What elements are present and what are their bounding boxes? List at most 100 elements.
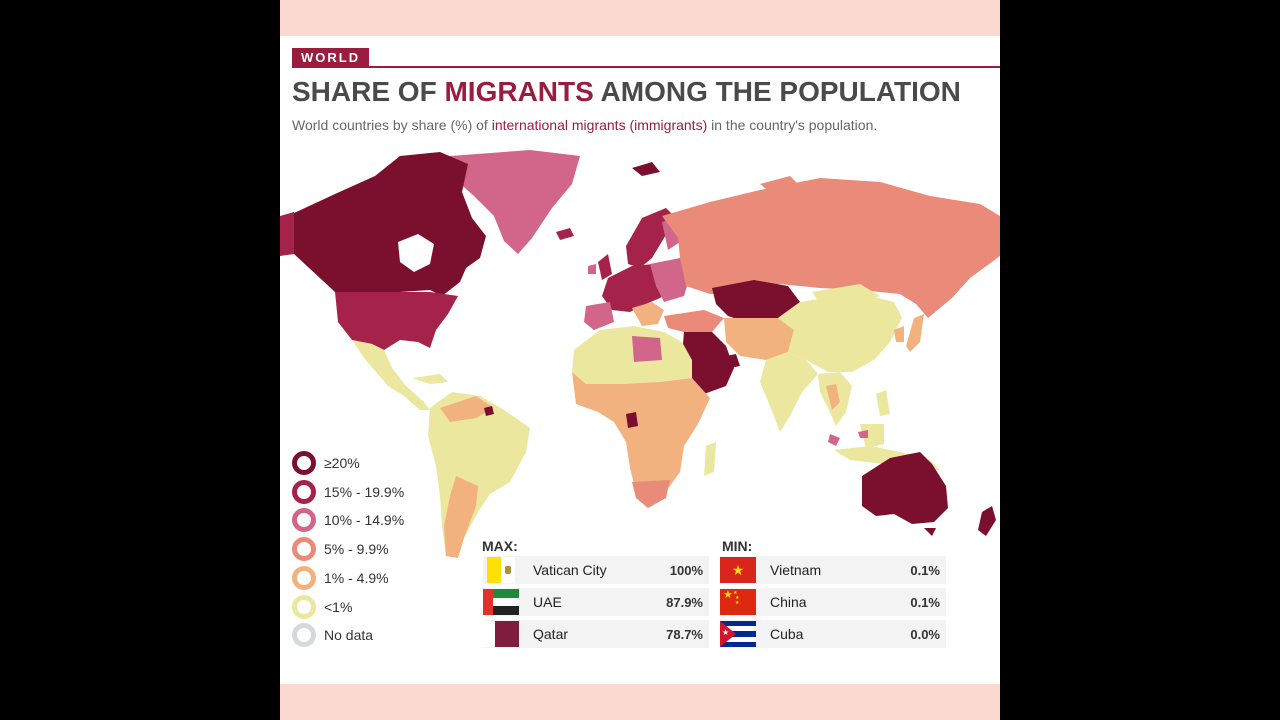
map-india	[760, 352, 818, 432]
map-mexico	[352, 340, 430, 410]
country-value: 0.1%	[910, 594, 940, 610]
country-name: Cuba	[770, 626, 804, 642]
map-cuba	[412, 374, 448, 384]
map-north-africa	[572, 326, 692, 384]
max-row: Vatican City 100%	[483, 556, 709, 584]
map-arctic-islands	[760, 176, 800, 192]
country-name: Vatican City	[533, 562, 607, 578]
cuba-flag-icon: ★	[720, 621, 756, 647]
map-south-africa	[632, 480, 670, 508]
map-borneo	[860, 424, 884, 448]
subtitle-highlight: international migrants (immigrants)	[491, 117, 708, 133]
legend-label: 1% - 4.9%	[324, 569, 389, 586]
map-philippines	[876, 390, 890, 416]
legend-label: No data	[324, 627, 374, 644]
map-thailand	[826, 384, 840, 410]
header-rule	[292, 66, 1000, 68]
vatican-flag-icon	[483, 557, 519, 583]
map-sub-saharan-africa	[572, 372, 710, 508]
map-greenland	[450, 150, 580, 254]
legend-swatch-icon	[292, 565, 316, 590]
vietnam-flag-icon: ★	[720, 557, 756, 583]
legend-label: ≥20%	[324, 455, 360, 471]
country-value: 0.0%	[910, 626, 940, 642]
min-heading: MIN:	[722, 538, 753, 554]
country-value: 78.7%	[666, 626, 703, 642]
legend-item: <1%	[292, 594, 353, 619]
legend-item: 15% - 19.9%	[292, 479, 405, 504]
map-iberia	[584, 302, 614, 330]
map-balkans	[632, 302, 664, 326]
map-uk	[598, 254, 612, 280]
map-turkey	[664, 310, 724, 332]
map-hudson-bay	[398, 234, 434, 272]
map-korea	[894, 326, 904, 342]
legend-item: ≥20%	[292, 451, 360, 475]
max-row: Qatar 78.7%	[483, 620, 709, 648]
legend-item: 10% - 14.9%	[292, 508, 405, 533]
min-row: ★ Vietnam 0.1%	[720, 556, 946, 584]
map-new-zealand	[978, 506, 996, 536]
title-highlight: MIGRANTS	[444, 76, 594, 107]
legend-item: 5% - 9.9%	[292, 537, 389, 562]
map-libya	[632, 336, 662, 362]
world-map	[280, 150, 1000, 558]
map-alaska	[280, 212, 294, 256]
legend-label: 15% - 19.9%	[324, 483, 405, 500]
legend-swatch-icon	[292, 451, 316, 475]
page-title: SHARE OF MIGRANTS AMONG THE POPULATION	[292, 76, 961, 108]
legend-label: 10% - 14.9%	[324, 512, 405, 529]
max-row: UAE 87.9%	[483, 588, 709, 616]
legend-item: 1% - 4.9%	[292, 565, 389, 590]
legend-swatch-icon	[292, 594, 316, 619]
map-canada	[292, 152, 486, 296]
title-part-1: SHARE OF	[292, 76, 445, 107]
country-value: 100%	[669, 562, 703, 578]
title-part-2: AMONG THE POPULATION	[593, 76, 961, 107]
infographic-card: WORLD SHARE OF MIGRANTS AMONG THE POPULA…	[280, 36, 1000, 684]
map-madagascar	[704, 442, 716, 476]
map-svalbard	[632, 162, 660, 176]
page-subtitle: World countries by share (%) of internat…	[292, 117, 877, 133]
qatar-flag-icon	[483, 621, 519, 647]
map-australia	[862, 452, 948, 524]
subtitle-part-2: in the country's population.	[707, 117, 878, 133]
country-name: Qatar	[533, 626, 569, 642]
map-malaysia	[828, 434, 840, 446]
map-brunei-area	[858, 430, 868, 438]
legend-swatch-icon	[292, 479, 316, 504]
legend-label: <1%	[324, 598, 353, 615]
china-flag-icon: ★ ★ ★ ★	[720, 589, 756, 615]
country-name: UAE	[533, 594, 562, 610]
country-name: Vietnam	[770, 562, 822, 578]
map-japan	[906, 314, 924, 352]
legend-swatch-icon	[292, 508, 316, 533]
map-usa	[335, 292, 458, 350]
min-row: ★ Cuba 0.0%	[720, 620, 946, 648]
map-french-guiana	[484, 406, 494, 416]
uae-flag-icon	[483, 589, 519, 615]
legend-swatch-icon	[292, 537, 316, 562]
map-arabia	[682, 332, 734, 394]
legend-label: 5% - 9.9%	[324, 541, 389, 558]
map-venezuela-guyana	[440, 396, 494, 422]
map-gabon	[626, 412, 638, 428]
subtitle-part-1: World countries by share (%) of	[292, 117, 492, 133]
country-value: 87.9%	[666, 594, 703, 610]
map-argentina-chile	[444, 476, 478, 558]
map-tasmania	[924, 528, 936, 536]
map-central-asia	[724, 318, 794, 360]
map-uae-qatar	[726, 354, 740, 368]
max-heading: MAX:	[482, 538, 518, 554]
country-value: 0.1%	[910, 562, 940, 578]
legend-swatch-icon	[292, 623, 316, 648]
map-south-america	[428, 392, 530, 558]
map-china	[778, 296, 902, 372]
map-eastern-europe	[650, 258, 690, 302]
section-tag: WORLD	[292, 48, 370, 67]
map-mongolia	[812, 284, 880, 304]
map-iceland	[556, 228, 574, 240]
country-name: China	[770, 594, 807, 610]
min-row: ★ ★ ★ ★ China 0.1%	[720, 588, 946, 616]
page-frame: WORLD SHARE OF MIGRANTS AMONG THE POPULA…	[280, 0, 1000, 720]
